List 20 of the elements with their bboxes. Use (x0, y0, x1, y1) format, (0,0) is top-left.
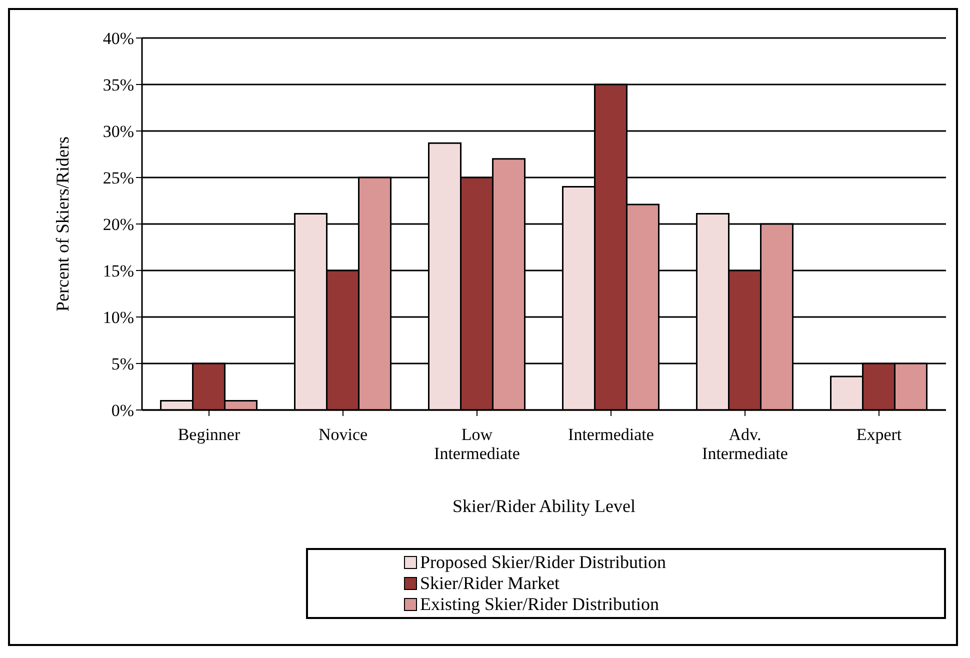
y-tick-label: 35% (102, 76, 134, 95)
y-axis-title: Percent of Skiers/Riders (52, 136, 72, 312)
y-tick-label: 30% (102, 122, 134, 142)
x-axis-title: Skier/Rider Ability Level (452, 496, 636, 516)
x-tick-label: Low Intermediate (434, 425, 520, 463)
y-tick-label: 25% (102, 168, 134, 188)
x-tick-label: Adv. Intermediate (702, 425, 788, 463)
x-tick-label: Intermediate (568, 425, 654, 444)
y-tick-label: 5% (111, 354, 134, 374)
legend-label: Existing Skier/Rider Distribution (420, 594, 659, 615)
y-tick-label: 10% (102, 308, 134, 328)
y-tick-label: 20% (102, 215, 134, 234)
legend-label: Skier/Rider Market (420, 573, 560, 594)
x-tick-label: Expert (856, 425, 902, 444)
x-tick-label: Beginner (178, 425, 240, 444)
y-tick-label: 40% (102, 29, 134, 48)
x-tick-label: Novice (318, 425, 368, 444)
y-tick-label: 0% (111, 401, 134, 420)
y-tick-label: 15% (102, 262, 134, 281)
legend-label: Proposed Skier/Rider Distribution (420, 552, 666, 573)
